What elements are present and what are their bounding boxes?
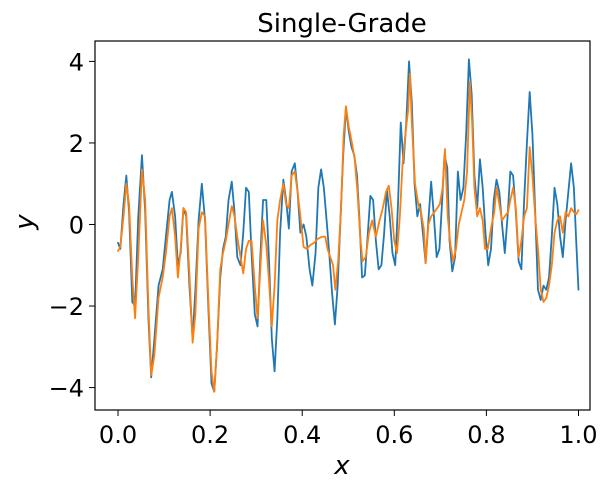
series-line-2 xyxy=(117,72,580,393)
x-tick-label: 0.0 xyxy=(99,421,137,449)
series-layer xyxy=(117,58,580,393)
y-tick-label: −2 xyxy=(49,293,84,321)
x-axis-label: x xyxy=(333,451,350,481)
y-tick-label: −4 xyxy=(49,375,84,403)
y-tick-label: 2 xyxy=(69,130,84,158)
y-axis-label: y xyxy=(10,214,40,231)
x-tick-label: 1.0 xyxy=(559,421,597,449)
plot-frame xyxy=(94,40,591,411)
series-line-1 xyxy=(117,58,580,393)
chart-title: Single-Grade xyxy=(257,9,427,39)
x-tick-label: 0.2 xyxy=(191,421,229,449)
x-tick-label: 0.8 xyxy=(467,421,505,449)
ticks-layer: 0.0 0.2 0.4 0.6 0.8 1.0 −4 −2 0 2 4 xyxy=(49,48,598,449)
y-tick-label: 4 xyxy=(69,48,84,76)
y-tick-label: 0 xyxy=(69,211,84,239)
x-tick-label: 0.6 xyxy=(375,421,413,449)
x-tick-label: 0.4 xyxy=(283,421,321,449)
